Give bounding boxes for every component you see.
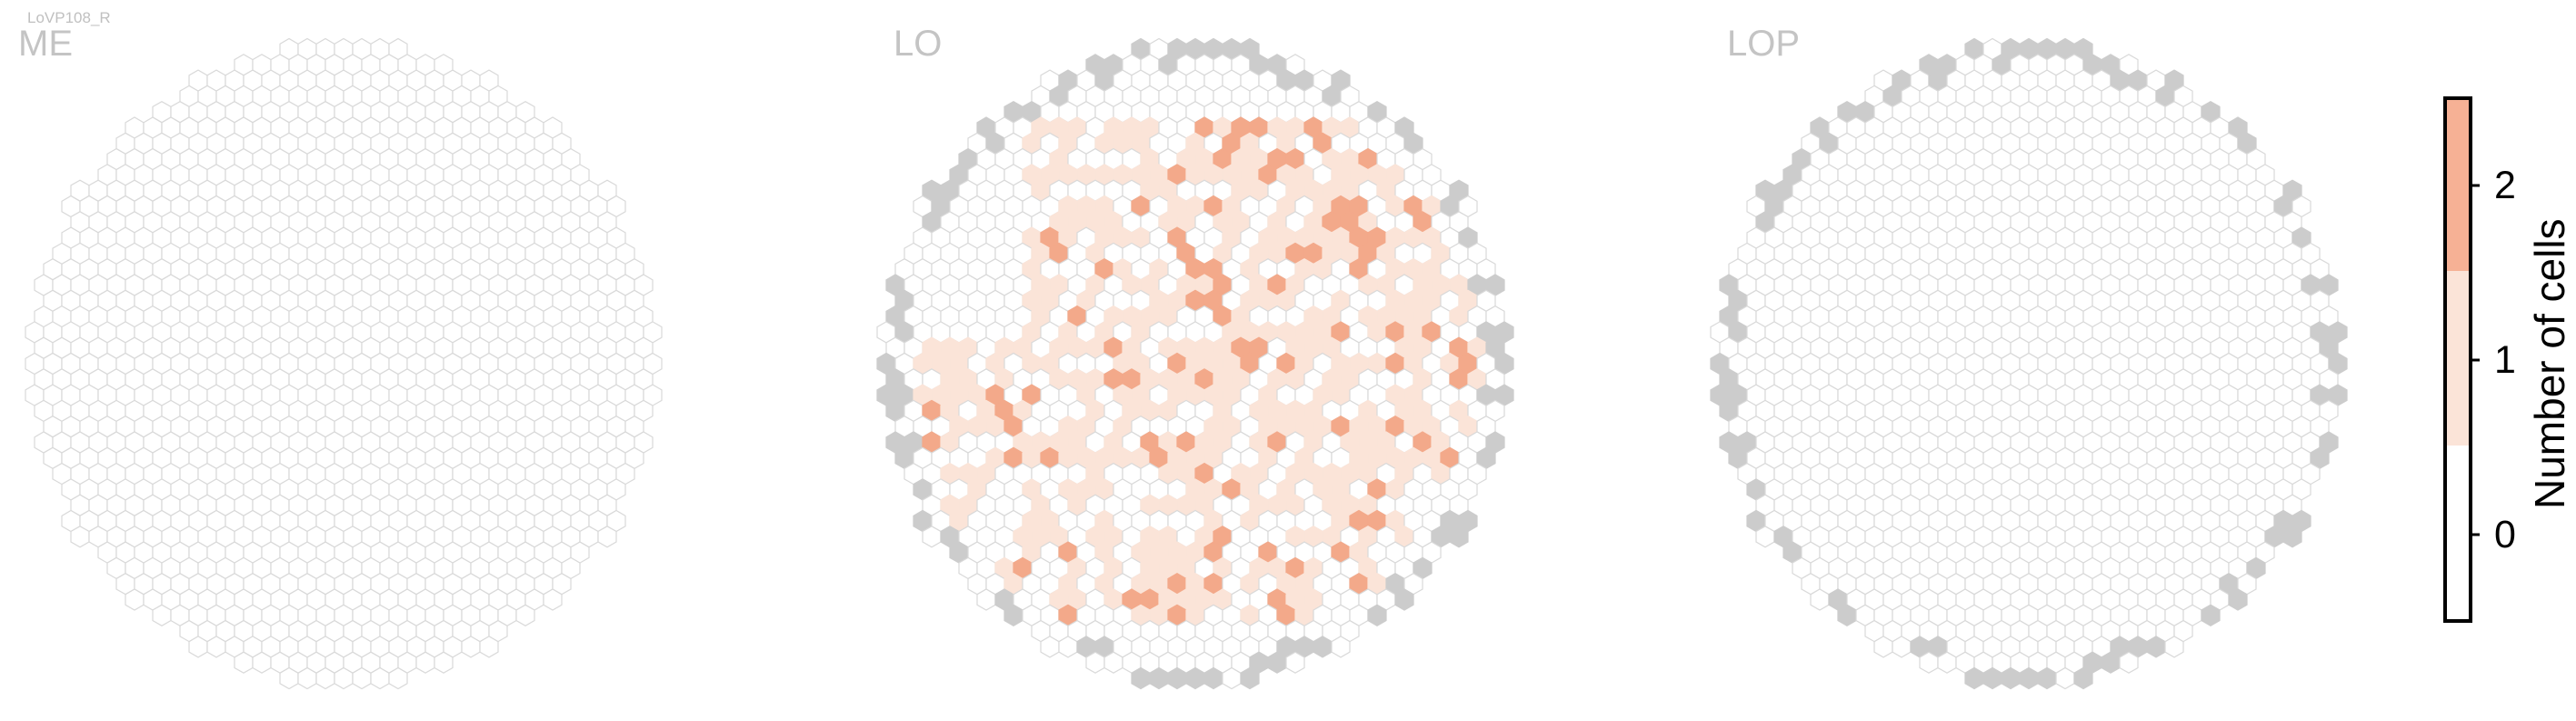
hex-cell [1103, 651, 1123, 674]
hex-cell-outside [2282, 526, 2302, 548]
panel-title-me: ME [18, 24, 73, 64]
hex-cell-outside [1367, 604, 1387, 626]
hex-cell [315, 666, 335, 690]
hex-cell [1919, 651, 1939, 674]
hex-cell-outside [1167, 666, 1187, 690]
hex-cell [1085, 651, 1105, 674]
hex-cell [1755, 526, 1775, 548]
hex-cell [334, 666, 354, 690]
panel-me-grid [25, 37, 663, 690]
hex-cell [252, 651, 272, 674]
colorbar-label: Number of cells [2526, 218, 2573, 509]
hex-cell-outside [1185, 666, 1205, 690]
hex-cell-outside [2073, 666, 2093, 690]
hex-cell [188, 636, 208, 658]
cell-type-label: LoVP108_R [27, 9, 111, 26]
colorbar-bin-0 [2445, 446, 2471, 621]
hex-cell-outside [2019, 666, 2039, 690]
hex-cell [152, 604, 172, 626]
hex-cell [370, 666, 390, 690]
hex-cell [70, 526, 90, 548]
hex-cell-outside [1394, 588, 1414, 611]
hex-cell-outside [1240, 666, 1260, 690]
hex-cell [976, 588, 996, 611]
hex-cell [1892, 636, 1912, 658]
hex-cell-outside [2101, 651, 2121, 674]
hex-cell [2119, 651, 2139, 674]
panel-title-lo: LO [894, 24, 943, 64]
hex-cell [1222, 666, 1242, 690]
colorbar-tick-label-1: 1 [2494, 338, 2516, 382]
hex-cell-outside [1131, 666, 1151, 690]
colorbar-tick-label-2: 2 [2494, 164, 2516, 207]
hex-cell-outside [2228, 588, 2248, 611]
hex-cell [2164, 636, 2184, 658]
hex-cell [1810, 588, 1830, 611]
hex-cell-outside [1964, 666, 1984, 690]
hex-cell [352, 666, 372, 690]
hex-cell [1285, 651, 1305, 674]
hex-cell-outside [1203, 666, 1223, 690]
colorbar-bin-2 [2445, 98, 2471, 271]
hex-cell-outside [1003, 604, 1023, 626]
colorbar-tick-label-0: 0 [2494, 513, 2516, 556]
hex-cell [515, 604, 535, 626]
hex-cell [206, 636, 226, 658]
hex-cell-outside [1837, 604, 1857, 626]
hex-cell [279, 666, 299, 690]
hex-cell [1331, 636, 1351, 658]
hex-cell [125, 588, 145, 611]
hex-cell-outside [1267, 651, 1287, 674]
hex-cell [922, 526, 942, 548]
hex-cell [461, 636, 481, 658]
hex-cell [388, 666, 408, 690]
panel-lo-grid [876, 37, 1514, 690]
hex-cell-outside [2001, 666, 2021, 690]
hex-cell-outside [2201, 604, 2221, 626]
hex-cell [297, 666, 317, 690]
hex-cell-outside [1149, 666, 1169, 690]
hex-cell [1040, 636, 1060, 658]
hex-cell-outside [1313, 636, 1333, 658]
hex-cell [597, 526, 617, 548]
hex-cell [434, 651, 454, 674]
colorbar-bin-1 [2445, 271, 2471, 446]
hex-cell [1058, 636, 1078, 658]
hex-cell [1937, 651, 1957, 674]
hex-cell [234, 651, 254, 674]
hex-cell-outside [1982, 666, 2002, 690]
colorbar [2443, 96, 2480, 623]
hex-cell-outside [2037, 666, 2057, 690]
hex-cell [415, 651, 435, 674]
hex-cell [2055, 666, 2075, 690]
hex-cell [1873, 636, 1893, 658]
hex-cell [479, 636, 499, 658]
hex-cell-outside [1449, 526, 1469, 548]
panel-title-lop: LOP [1727, 24, 1801, 64]
hex-cell [543, 588, 563, 611]
hex-cell-outside [2146, 636, 2166, 658]
panel-lop-grid [1710, 37, 2348, 690]
